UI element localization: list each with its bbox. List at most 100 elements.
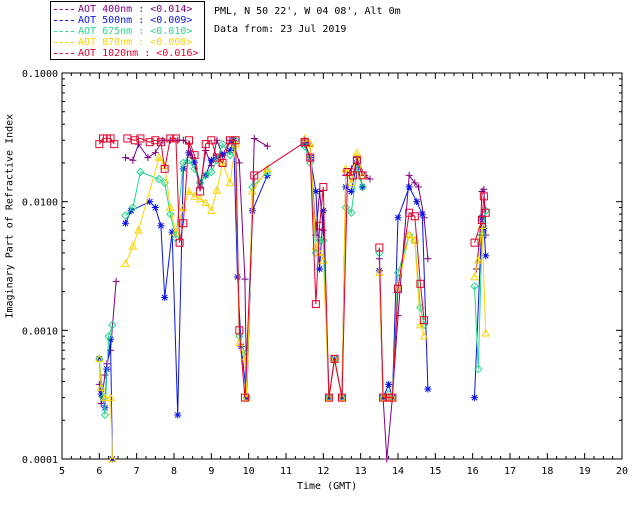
data-point: [337, 393, 347, 401]
x-tick-label: 15: [429, 466, 441, 477]
x-tick-label: 6: [96, 466, 102, 477]
data-point: [248, 186, 257, 195]
data-point: [179, 158, 188, 168]
data-point: [300, 133, 310, 142]
series-layer: [94, 133, 491, 463]
series-line: [127, 137, 305, 398]
data-point: [134, 225, 143, 234]
y-tick-label: 0.0100: [22, 198, 58, 209]
legend-label: AOT 400nm : <0.014>: [78, 4, 193, 15]
data-point: [235, 326, 244, 335]
data-point: [130, 136, 139, 145]
data-point: [250, 134, 258, 142]
data-point: [411, 179, 419, 187]
data-point: [420, 316, 429, 325]
data-point: [129, 156, 137, 164]
data-point: [96, 382, 106, 391]
data-point: [481, 328, 491, 337]
data-point: [159, 136, 167, 144]
x-tick-label: 16: [467, 466, 479, 477]
series-line: [474, 210, 487, 370]
data-point: [479, 192, 488, 201]
legend-swatch: [54, 52, 74, 54]
data-point: [128, 203, 138, 212]
data-point: [151, 149, 159, 157]
data-point: [248, 182, 257, 192]
data-point: [474, 364, 483, 374]
data-point: [234, 338, 244, 347]
data-point: [324, 393, 333, 402]
x-tick-label: 9: [208, 466, 214, 477]
series-3: [95, 136, 490, 420]
data-point: [185, 149, 193, 157]
data-point: [218, 158, 227, 167]
x-axis-title: Time (GMT): [297, 481, 358, 492]
data-point: [219, 151, 227, 159]
legend-label: AOT 870nm : <0.008>: [78, 37, 193, 48]
data-point: [184, 186, 194, 195]
data-point: [184, 136, 193, 145]
data-point: [394, 214, 402, 222]
data-point: [366, 175, 374, 183]
series-line: [378, 234, 425, 399]
data-point: [358, 182, 367, 192]
data-point: [470, 272, 479, 281]
data-point: [352, 148, 362, 157]
data-point: [218, 158, 227, 167]
data-point: [154, 153, 164, 161]
data-point: [250, 171, 259, 180]
data-point: [128, 241, 138, 250]
data-point: [98, 393, 108, 402]
data-point: [179, 219, 188, 228]
legend-swatch: [54, 30, 74, 32]
x-tick-label: 18: [541, 466, 553, 477]
data-point: [359, 183, 367, 191]
data-point: [358, 170, 367, 179]
series-line: [474, 225, 487, 334]
data-point: [168, 228, 176, 236]
data-point: [330, 354, 339, 363]
data-point: [156, 138, 165, 147]
legend-item-500nm: AOT 500nm : <0.009>: [54, 15, 204, 26]
data-point: [300, 141, 309, 151]
data-point: [415, 183, 423, 191]
data-point: [171, 227, 181, 236]
data-point: [212, 153, 221, 162]
series-line: [378, 185, 429, 398]
data-point: [482, 252, 490, 260]
data-point: [233, 273, 241, 281]
data-point: [346, 178, 356, 187]
data-point: [201, 171, 210, 180]
data-point: [121, 154, 129, 162]
data-point: [319, 207, 327, 215]
data-point: [263, 142, 271, 150]
data-point: [100, 393, 110, 401]
y-tick-label: 0.1000: [22, 69, 58, 80]
data-point: [341, 203, 350, 212]
data-point: [178, 203, 188, 211]
data-point: [190, 191, 199, 200]
data-point: [301, 140, 309, 148]
x-tick-label: 19: [579, 466, 591, 477]
legend-swatch: [54, 41, 74, 43]
data-point: [404, 230, 414, 239]
data-point: [235, 159, 243, 167]
data-point: [316, 265, 324, 273]
data-point: [107, 335, 115, 343]
data-point: [112, 277, 120, 285]
data-point: [338, 393, 346, 402]
data-point: [195, 178, 205, 188]
data-point: [418, 210, 426, 218]
data-point: [263, 167, 272, 177]
legend-item-675nm: AOT 675nm : <0.010>: [54, 26, 204, 37]
data-point: [225, 150, 235, 160]
data-point: [157, 222, 165, 230]
series-5: [95, 134, 490, 402]
data-point: [108, 454, 117, 463]
legend-item-870nm: AOT 870nm : <0.008>: [54, 37, 204, 48]
data-point: [218, 139, 227, 149]
series-line: [98, 358, 113, 460]
series-line: [125, 137, 268, 398]
legend-label: AOT 500nm : <0.009>: [78, 15, 193, 26]
